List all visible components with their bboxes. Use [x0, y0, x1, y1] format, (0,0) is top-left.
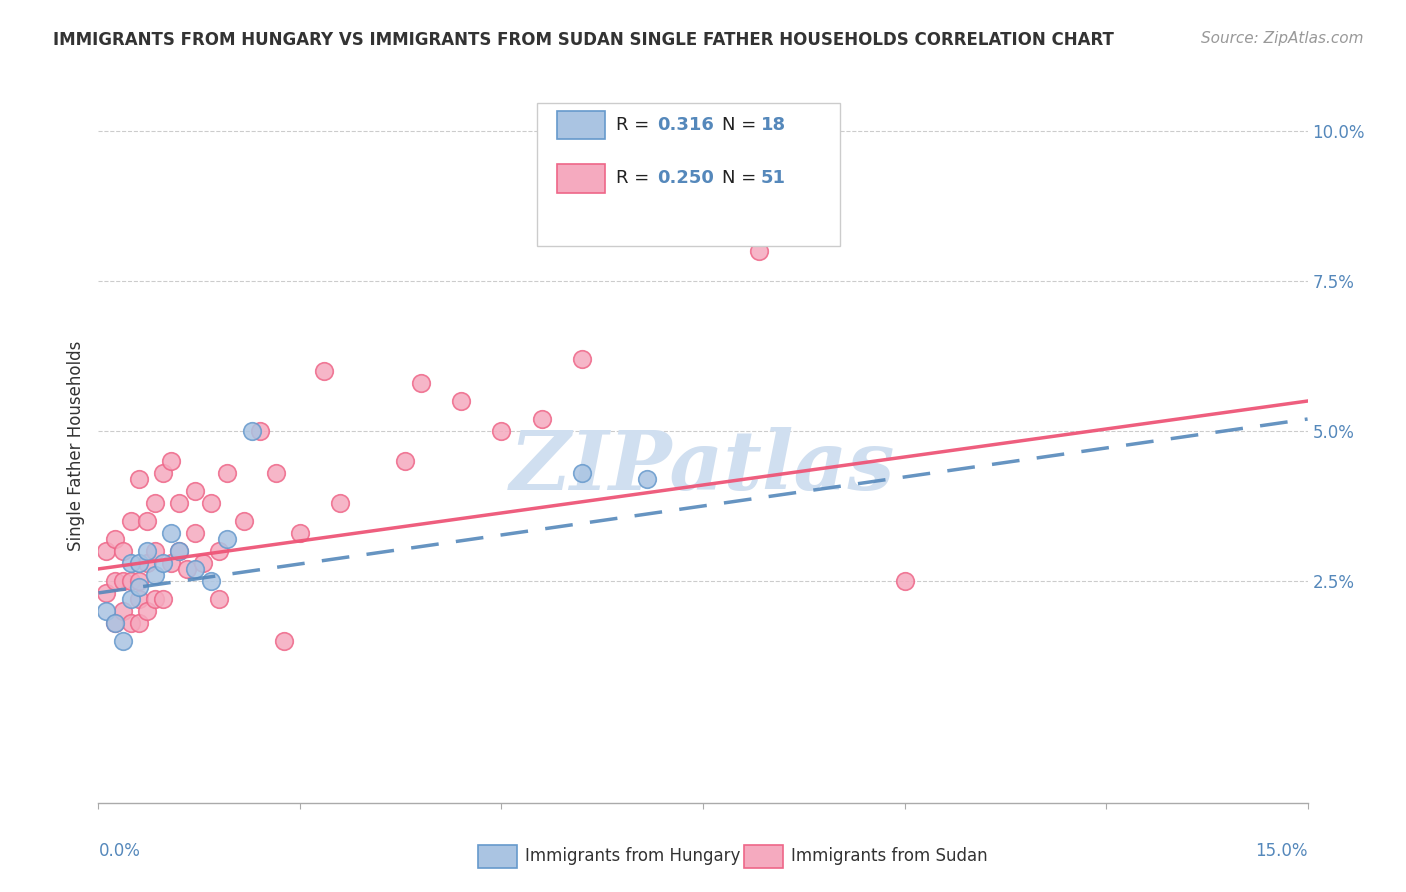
Point: [314, 364, 336, 378]
Point: [128, 591, 150, 606]
Point: [167, 544, 190, 558]
Point: [184, 483, 207, 498]
Point: [135, 514, 157, 528]
Point: [571, 352, 593, 367]
FancyBboxPatch shape: [744, 845, 783, 868]
FancyBboxPatch shape: [557, 164, 605, 193]
Point: [491, 424, 513, 438]
Point: [200, 574, 222, 588]
Text: 18: 18: [761, 116, 786, 134]
Point: [217, 532, 239, 546]
Point: [96, 544, 118, 558]
Point: [128, 574, 150, 588]
Point: [120, 514, 142, 528]
Point: [120, 591, 142, 606]
Point: [111, 574, 134, 588]
Point: [772, 196, 794, 211]
FancyBboxPatch shape: [557, 111, 605, 139]
Text: Immigrants from Sudan: Immigrants from Sudan: [792, 847, 988, 865]
Text: N =: N =: [723, 169, 762, 187]
Point: [135, 556, 157, 570]
Point: [111, 604, 134, 618]
Point: [167, 544, 190, 558]
Text: ZIPatlas: ZIPatlas: [510, 427, 896, 508]
Text: R =: R =: [616, 116, 655, 134]
Text: 0.250: 0.250: [657, 169, 714, 187]
Point: [143, 544, 166, 558]
FancyBboxPatch shape: [537, 103, 839, 246]
Point: [152, 556, 174, 570]
Point: [143, 496, 166, 510]
Text: 15.0%: 15.0%: [1256, 842, 1308, 860]
Point: [176, 562, 198, 576]
Point: [748, 244, 770, 259]
Point: [184, 562, 207, 576]
Point: [96, 604, 118, 618]
FancyBboxPatch shape: [478, 845, 517, 868]
Text: IMMIGRANTS FROM HUNGARY VS IMMIGRANTS FROM SUDAN SINGLE FATHER HOUSEHOLDS CORREL: IMMIGRANTS FROM HUNGARY VS IMMIGRANTS FR…: [53, 31, 1115, 49]
Point: [288, 525, 311, 540]
Point: [96, 586, 118, 600]
Point: [193, 556, 215, 570]
Point: [103, 615, 125, 630]
Point: [120, 615, 142, 630]
Point: [120, 556, 142, 570]
Point: [208, 591, 231, 606]
Point: [128, 472, 150, 486]
Text: 51: 51: [761, 169, 786, 187]
Y-axis label: Single Father Households: Single Father Households: [66, 341, 84, 551]
Point: [530, 412, 553, 426]
Point: [111, 633, 134, 648]
Point: [128, 580, 150, 594]
Point: [394, 454, 416, 468]
Point: [273, 633, 295, 648]
Text: R =: R =: [616, 169, 655, 187]
Point: [103, 574, 125, 588]
Point: [103, 615, 125, 630]
Point: [217, 466, 239, 480]
Point: [232, 514, 254, 528]
Point: [571, 466, 593, 480]
Point: [135, 544, 157, 558]
Text: Immigrants from Hungary: Immigrants from Hungary: [526, 847, 741, 865]
Point: [103, 532, 125, 546]
Text: N =: N =: [723, 116, 762, 134]
Point: [184, 525, 207, 540]
Point: [249, 424, 271, 438]
Point: [450, 394, 472, 409]
Point: [200, 496, 222, 510]
Point: [240, 424, 263, 438]
Point: [167, 496, 190, 510]
Point: [128, 556, 150, 570]
Text: Source: ZipAtlas.com: Source: ZipAtlas.com: [1201, 31, 1364, 46]
Point: [208, 544, 231, 558]
Point: [143, 568, 166, 582]
Text: 0.0%: 0.0%: [98, 842, 141, 860]
Point: [636, 472, 658, 486]
Point: [329, 496, 352, 510]
Point: [409, 376, 432, 390]
Point: [264, 466, 287, 480]
Point: [893, 574, 915, 588]
Point: [160, 454, 183, 468]
Point: [128, 615, 150, 630]
Point: [120, 574, 142, 588]
Point: [111, 544, 134, 558]
Point: [160, 525, 183, 540]
Point: [143, 591, 166, 606]
Point: [160, 556, 183, 570]
Point: [135, 604, 157, 618]
Text: 0.316: 0.316: [657, 116, 714, 134]
Point: [152, 591, 174, 606]
Point: [152, 466, 174, 480]
